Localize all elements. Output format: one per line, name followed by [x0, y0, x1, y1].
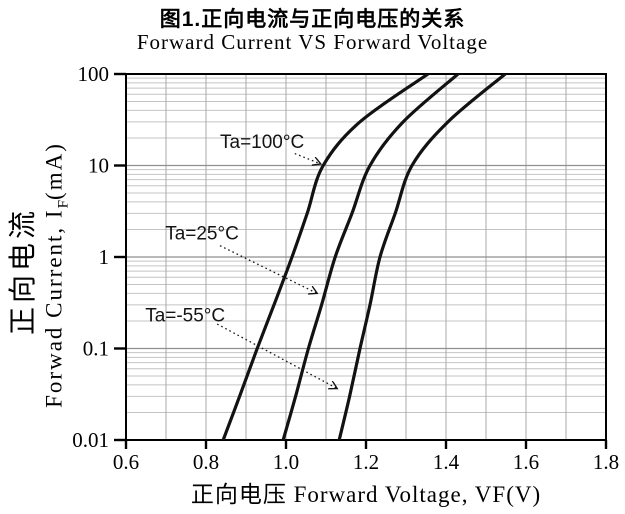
- y-tick-label: 100: [78, 62, 110, 86]
- x-tick-label: 1.2: [353, 450, 379, 474]
- y-tick-label: 1: [99, 245, 110, 269]
- axis-ticks: 0.6 0.8 1.0 1.2 1.4 1.6 1.8 100 10 1 0.1 0.01: [72, 62, 619, 474]
- annotation-arrow: [216, 323, 337, 388]
- x-tick-label: 1.8: [593, 450, 619, 474]
- y-tick-label: 10: [88, 154, 109, 178]
- x-tick-label: 1.6: [513, 450, 539, 474]
- annotation-arrow: [294, 152, 321, 164]
- x-tick-label: 1.0: [273, 450, 299, 474]
- chart-title-chinese: 图1.正向电流与正向电压的关系: [159, 8, 466, 31]
- annotation-arrow: [219, 245, 317, 294]
- curve-ta-25-c: [281, 74, 460, 440]
- y-tick-label: 0.1: [83, 337, 109, 361]
- curve-ta-100-c: [221, 74, 430, 440]
- gridlines: [126, 74, 606, 440]
- y-tick-label: 0.01: [72, 428, 109, 452]
- annotation-label: Ta=-55°C: [145, 305, 225, 326]
- annotation-label: Ta=25°C: [165, 224, 239, 245]
- annotation-label: Ta=100°C: [220, 132, 304, 153]
- chart-title-english: Forward Current VS Forward Voltage: [136, 30, 489, 54]
- x-tick-label: 0.8: [193, 450, 219, 474]
- curve-ta-55-c: [337, 74, 507, 440]
- x-axis-label: 正向电压 Forward Voltage, VF(V): [190, 482, 542, 507]
- x-tick-label: 1.4: [433, 450, 460, 474]
- curves: [221, 74, 507, 440]
- x-tick-label: 0.6: [113, 450, 139, 474]
- annotations: Ta=100°C Ta=25°C Ta=-55°C: [145, 132, 337, 389]
